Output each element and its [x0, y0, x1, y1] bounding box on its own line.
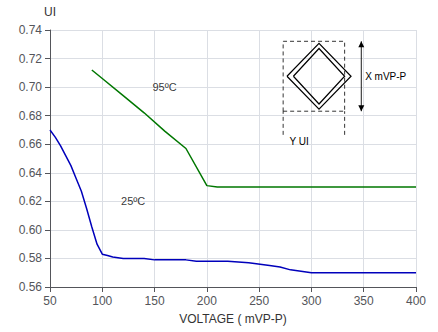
- svg-text:0.72: 0.72: [19, 52, 43, 66]
- svg-text:400: 400: [406, 294, 426, 308]
- svg-text:0.62: 0.62: [19, 194, 43, 208]
- svg-text:0.74: 0.74: [19, 23, 43, 37]
- svg-text:50: 50: [43, 294, 57, 308]
- svg-text:Y UI: Y UI: [290, 136, 309, 147]
- svg-text:0.66: 0.66: [19, 137, 43, 151]
- svg-text:0.70: 0.70: [19, 80, 43, 94]
- svg-text:95ºC: 95ºC: [152, 81, 176, 93]
- svg-text:100: 100: [92, 294, 112, 308]
- svg-text:250: 250: [249, 294, 269, 308]
- svg-text:300: 300: [301, 294, 321, 308]
- svg-text:0.58: 0.58: [19, 251, 43, 265]
- svg-text:VOLTAGE ( mVP-P): VOLTAGE ( mVP-P): [179, 312, 287, 326]
- svg-text:200: 200: [197, 294, 217, 308]
- svg-text:350: 350: [354, 294, 374, 308]
- svg-text:X mVP-P: X mVP-P: [365, 71, 406, 82]
- svg-text:0.68: 0.68: [19, 109, 43, 123]
- svg-text:0.64: 0.64: [19, 166, 43, 180]
- svg-text:150: 150: [145, 294, 165, 308]
- svg-text:0.56: 0.56: [19, 280, 43, 294]
- svg-text:0.60: 0.60: [19, 223, 43, 237]
- svg-text:UI: UI: [44, 5, 56, 19]
- svg-text:25ºC: 25ºC: [121, 195, 145, 207]
